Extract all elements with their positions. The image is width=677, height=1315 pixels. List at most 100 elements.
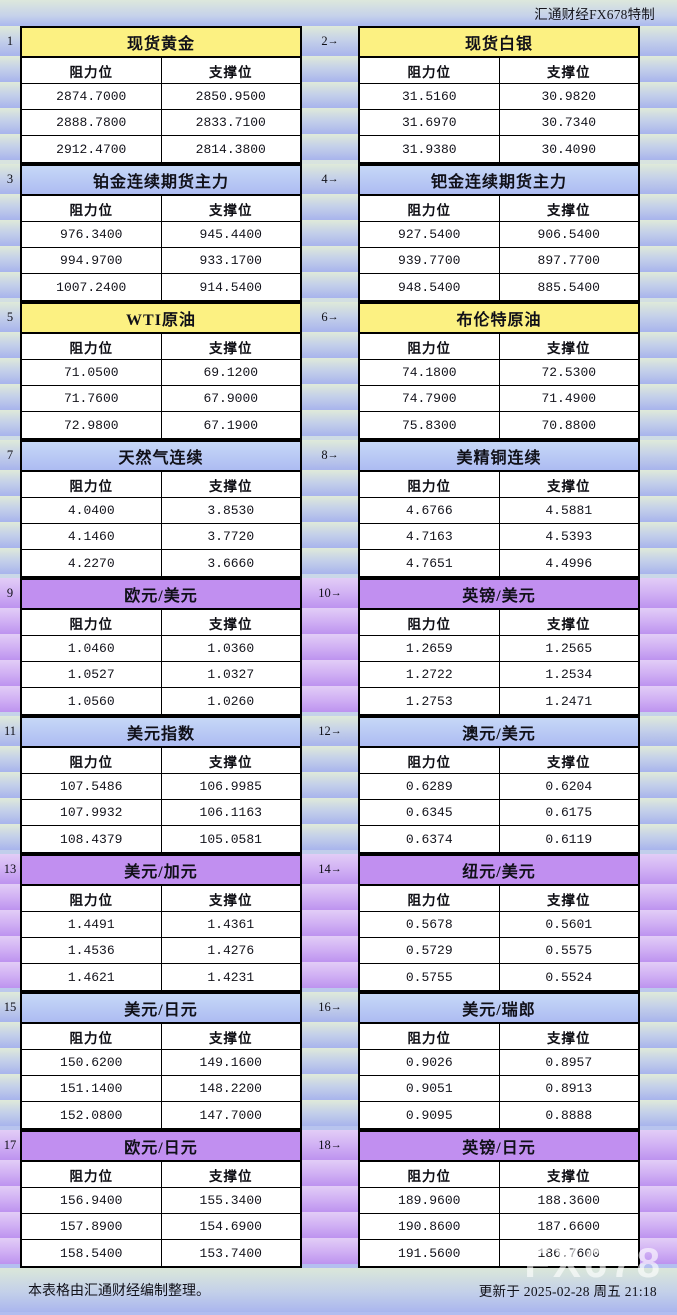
support-value: 0.6175 [545,805,593,820]
gutter-cell [302,1212,358,1238]
panel-column-headers: 阻力位 支撑位 [22,886,300,912]
brand-label: 汇通财经FX678特制 [534,7,655,22]
column-header-support: 支撑位 [547,754,591,770]
row-marker-number: 7 [6,447,14,462]
panel-pair-row: 11 美元指数 阻力位 支撑位 107.5486 106.9985 107.9932 106.… [0,716,677,854]
column-header-resistance: 阻力位 [360,472,500,497]
column-header-resistance: 阻力位 [360,748,500,773]
resistance-value: 75.8300 [360,412,500,438]
gutter-cell [640,1074,677,1100]
instrument-panel: 欧元/美元 阻力位 支撑位 1.0460 1.0360 1.0527 1.0327 1.056… [20,578,302,716]
row-marker-number: 1 [6,33,14,48]
panel-title: 钯金连续期货主力 [360,166,638,196]
gutter-cell [0,522,20,548]
table-row: 107.5486 106.9985 [22,774,300,800]
left-gutter: 15 [0,992,20,1130]
gutter-cell [640,522,677,548]
gutter-cell [0,608,20,634]
resistance-value: 107.5486 [22,774,162,799]
panel-column-headers: 阻力位 支撑位 [360,196,638,222]
gutter-cell [302,884,358,910]
table-row: 72.9800 67.1900 [22,412,300,438]
panel-title: 英镑/日元 [360,1132,638,1162]
panel-column-headers: 阻力位 支撑位 [22,334,300,360]
gutter-cell [0,470,20,496]
support-value: 30.7340 [541,115,597,130]
support-value: 30.9820 [541,89,597,104]
support-value: 1.0327 [207,667,255,682]
support-value: 0.6204 [545,779,593,794]
left-gutter: 1 [0,26,20,164]
table-row: 976.3400 945.4400 [22,222,300,248]
row-marker: 4 → [302,164,358,194]
gutter-cell [640,302,677,332]
gutter-cell [0,936,20,962]
gutter-cell [0,220,20,246]
right-gutter [640,578,677,716]
support-value: 154.6900 [199,1219,262,1234]
resistance-value: 4.2270 [22,550,162,576]
row-marker-number: 8 [321,447,328,462]
gutter-cell [302,1238,358,1264]
support-value: 186.7600 [537,1245,600,1261]
row-marker-number: 15 [3,999,17,1014]
middle-gutter: 10 → [302,578,358,716]
support-value: 70.8800 [541,417,597,433]
panel-column-headers: 阻力位 支撑位 [360,1162,638,1188]
right-gutter [640,1130,677,1268]
resistance-value: 1.4536 [22,938,162,963]
table-row: 0.6374 0.6119 [360,826,638,852]
gutter-cell [640,246,677,272]
resistance-value: 156.9400 [22,1188,162,1213]
panel-title: 美元/加元 [22,856,300,886]
support-value: 914.5400 [199,279,262,295]
support-value: 3.6660 [207,555,255,571]
support-value: 885.5400 [537,279,600,295]
resistance-value: 150.6200 [22,1050,162,1075]
gutter-cell [302,522,358,548]
instrument-panel: 美元/加元 阻力位 支撑位 1.4491 1.4361 1.4536 1.4276 1.462… [20,854,302,992]
table-row: 1.4621 1.4231 [22,964,300,990]
gutter-cell [640,1048,677,1074]
gutter-cell [302,1160,358,1186]
resistance-value: 191.5600 [360,1240,500,1266]
gutter-cell [640,410,677,436]
row-marker-number: 14 [318,861,331,876]
gutter-cell [302,220,358,246]
support-value: 153.7400 [199,1245,262,1261]
gutter-cell [302,824,358,850]
row-marker: 9 [0,578,20,608]
row-marker: 15 [0,992,20,1022]
support-value: 149.1600 [199,1055,262,1070]
support-value: 0.5601 [545,917,593,932]
table-row: 2888.7800 2833.7100 [22,110,300,136]
row-marker: 1 [0,26,20,56]
gutter-cell [640,82,677,108]
panel-title: 美元指数 [22,718,300,748]
gutter-cell [0,686,20,712]
table-row: 1.0560 1.0260 [22,688,300,714]
table-row: 0.6289 0.6204 [360,774,638,800]
support-value: 3.7720 [207,529,255,544]
row-marker-number: 17 [3,1137,17,1152]
resistance-value: 4.0400 [22,498,162,523]
row-marker-number: 9 [6,585,14,600]
column-header-support: 支撑位 [547,202,591,218]
arrow-right-icon: → [330,1139,342,1151]
right-gutter [640,26,677,164]
gutter-cell [302,496,358,522]
gutter-cell [640,1100,677,1126]
left-gutter: 11 [0,716,20,854]
instrument-panel: 英镑/美元 阻力位 支撑位 1.2659 1.2565 1.2722 1.2534 1.275… [358,578,640,716]
support-value: 0.5575 [545,943,593,958]
page-footer: 本表格由汇通财经编制整理。 更新于 2025-02-28 周五 21:18 [0,1268,677,1312]
panel-column-headers: 阻力位 支撑位 [360,334,638,360]
gutter-cell [0,746,20,772]
table-row: 0.6345 0.6175 [360,800,638,826]
gutter-cell [640,272,677,298]
row-marker-number: 3 [6,171,14,186]
gutter-cell [640,134,677,160]
panel-column-headers: 阻力位 支撑位 [22,472,300,498]
instrument-panel: 纽元/美元 阻力位 支撑位 0.5678 0.5601 0.5729 0.5575 0.575… [358,854,640,992]
arrow-right-icon: → [330,725,342,737]
